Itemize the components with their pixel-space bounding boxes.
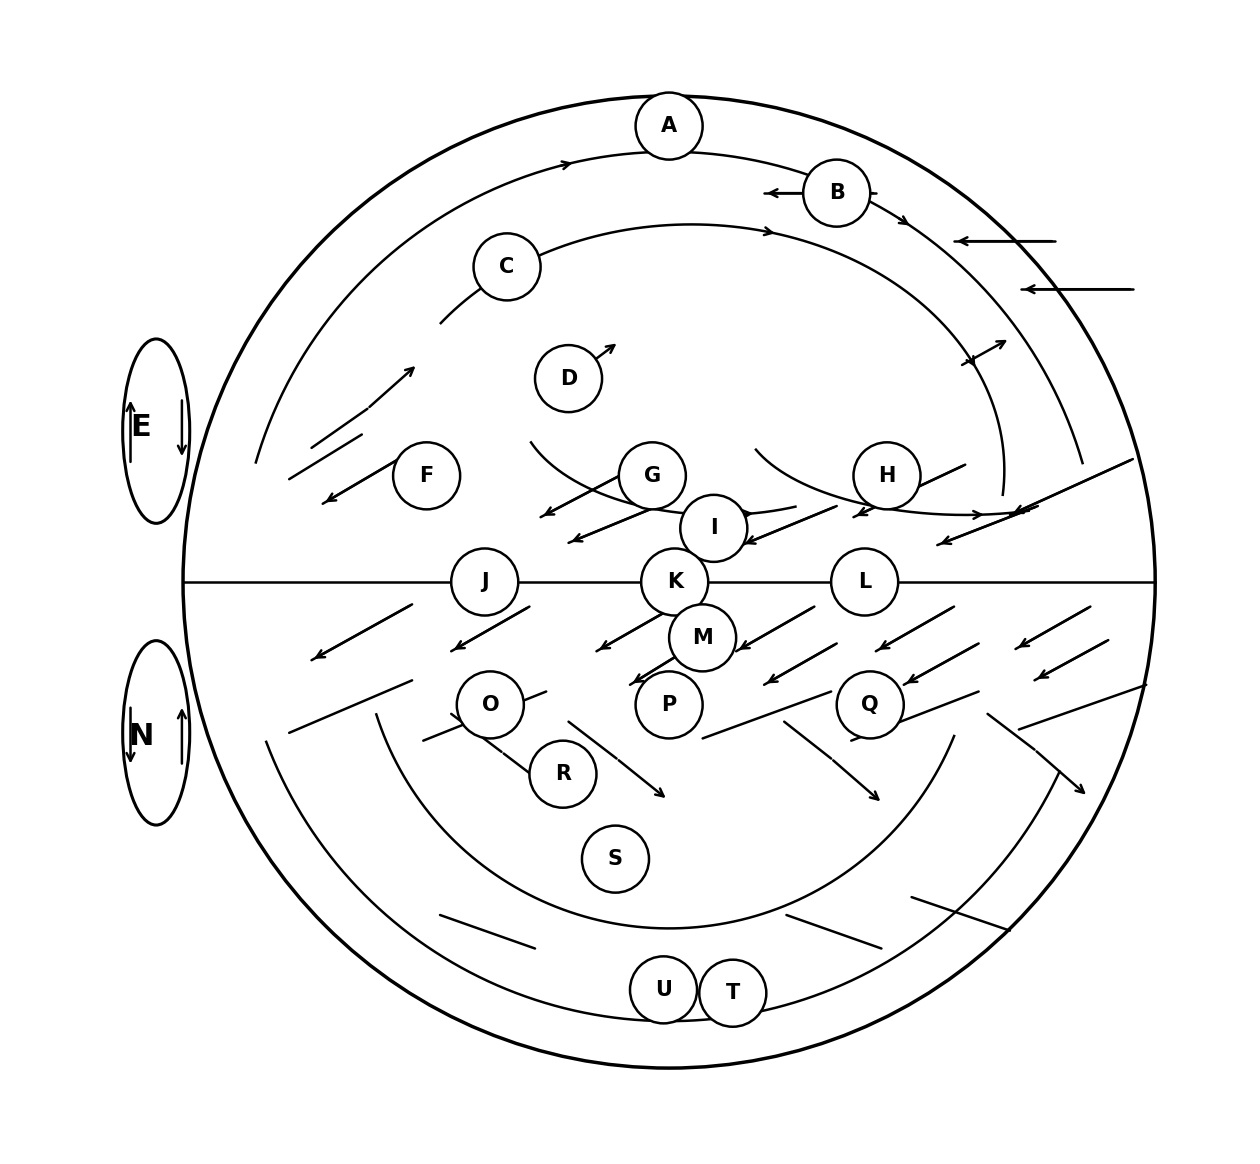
Text: J: J [481, 572, 489, 592]
Text: H: H [878, 466, 896, 485]
Circle shape [680, 495, 747, 562]
Circle shape [853, 442, 921, 510]
Circle shape [630, 957, 697, 1023]
Circle shape [635, 93, 703, 159]
Circle shape [474, 233, 541, 300]
Text: R: R [554, 765, 571, 785]
Text: S: S [609, 849, 622, 870]
Circle shape [832, 548, 898, 616]
Text: P: P [662, 695, 677, 715]
Circle shape [393, 442, 460, 510]
Circle shape [669, 604, 736, 672]
Text: A: A [662, 116, 677, 136]
Text: Q: Q [862, 695, 879, 715]
Circle shape [457, 672, 524, 738]
Circle shape [837, 672, 903, 738]
Text: T: T [726, 984, 740, 1003]
Circle shape [582, 825, 649, 893]
Text: G: G [644, 466, 662, 485]
Text: B: B [829, 183, 844, 204]
Circle shape [619, 442, 685, 510]
Circle shape [536, 345, 602, 412]
Circle shape [699, 959, 766, 1027]
Circle shape [635, 672, 703, 738]
Text: L: L [858, 572, 871, 592]
Text: F: F [420, 466, 433, 485]
Circle shape [641, 548, 708, 616]
Text: N: N [127, 722, 154, 751]
Text: E: E [130, 413, 151, 442]
Text: M: M [692, 627, 713, 648]
Text: D: D [559, 369, 577, 389]
Circle shape [529, 740, 596, 808]
Text: K: K [667, 572, 683, 592]
Circle shape [803, 159, 871, 227]
Text: C: C [499, 257, 514, 277]
Text: U: U [655, 980, 672, 1000]
Circle shape [451, 548, 518, 616]
Text: O: O [481, 695, 499, 715]
Text: I: I [709, 518, 718, 539]
